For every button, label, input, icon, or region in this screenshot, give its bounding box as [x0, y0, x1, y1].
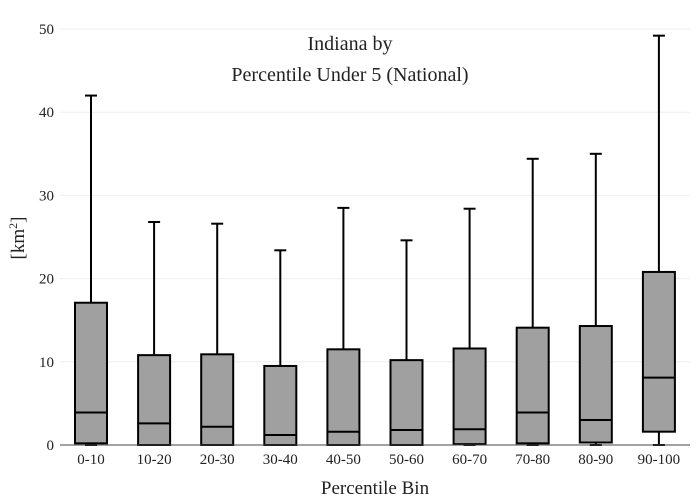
chart-title-line-2: Percentile Under 5 (National)	[231, 64, 468, 86]
y-tick-labels: 0 10 20 30 40 50	[39, 22, 54, 454]
box-40-50	[326, 206, 361, 447]
y-tick-label-0: 0	[47, 438, 55, 454]
iqr-box-70-80	[515, 326, 550, 445]
x-tick-label-0-10: 0-10	[77, 452, 105, 468]
box-30-40	[263, 249, 298, 446]
iqr-box-50-60	[389, 359, 424, 446]
box-0-10	[74, 94, 108, 446]
x-tick-label-40-50: 40-50	[326, 452, 361, 468]
box-10-20	[137, 221, 172, 447]
y-tick-label-10: 10	[39, 355, 54, 371]
box-60-70	[452, 207, 487, 446]
x-tick-label-50-60: 50-60	[389, 452, 424, 468]
box-20-30	[200, 222, 235, 447]
y-tick-label-50: 50	[39, 22, 54, 38]
y-tick-label-40: 40	[39, 105, 54, 121]
y-axis-title-superscript: 2	[6, 223, 20, 229]
x-tick-label-60-70: 60-70	[452, 452, 487, 468]
box-80-90	[578, 152, 613, 446]
x-tick-label-80-90: 80-90	[578, 452, 613, 468]
box-70-80	[515, 157, 550, 446]
chart-title-line-1: Indiana by	[308, 33, 393, 55]
y-axis-title: [km2]	[6, 217, 29, 260]
box-50-60	[389, 239, 424, 446]
iqr-box-90-100	[641, 270, 676, 433]
x-axis-title: Percentile Bin	[321, 478, 430, 499]
iqr-box-30-40	[263, 364, 298, 446]
iqr-box-80-90	[578, 325, 613, 444]
x-tick-label-70-80: 70-80	[515, 452, 550, 468]
y-tick-label-30: 30	[39, 188, 54, 204]
iqr-box-10-20	[137, 354, 172, 447]
y-tick-label-20: 20	[39, 272, 54, 288]
iqr-box-20-30	[200, 353, 235, 447]
x-tick-label-20-30: 20-30	[200, 452, 235, 468]
box-90-100	[641, 34, 676, 446]
boxes	[74, 34, 676, 447]
y-axis-title-end: ]	[8, 217, 29, 223]
iqr-box-0-10	[74, 301, 108, 445]
y-axis-title-main: [km	[8, 229, 29, 260]
x-tick-label-90-100: 90-100	[638, 452, 681, 468]
x-tick-label-10-20: 10-20	[137, 452, 172, 468]
x-tick-labels: 0-10 10-20 20-30 30-40 40-50 50-60 60-70 70-80 8…	[77, 452, 680, 468]
x-tick-label-30-40: 30-40	[263, 452, 298, 468]
iqr-box-40-50	[326, 348, 361, 447]
